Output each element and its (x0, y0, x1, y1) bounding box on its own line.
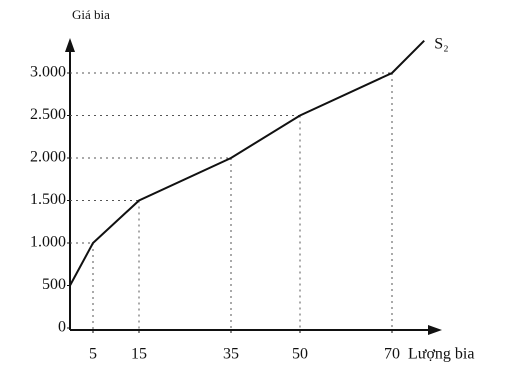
x-tick-label: 70 (384, 346, 400, 363)
x-arrow (428, 325, 442, 335)
y-tick-label: 1.500 (30, 191, 66, 208)
y-tick-label: 1.000 (30, 234, 66, 251)
y-tick-label: 2.500 (30, 106, 66, 123)
line (69, 39, 425, 286)
x-tick-label: 15 (131, 346, 147, 363)
y-tick-label: 500 (42, 276, 66, 293)
y-tick-label: 3.000 (30, 64, 66, 81)
y-axis-label: Giá bia (72, 7, 110, 22)
series-label: S₂ (434, 35, 448, 52)
y-arrow (65, 38, 75, 52)
y-tick-label: 2.000 (30, 149, 66, 166)
x-tick-label: 5 (89, 346, 97, 363)
x-tick-label: 50 (292, 346, 308, 363)
x-tick-label: 35 (223, 346, 239, 363)
y-tick-label: 0 (58, 319, 66, 336)
x-axis-label: Lượng bia (408, 346, 474, 363)
